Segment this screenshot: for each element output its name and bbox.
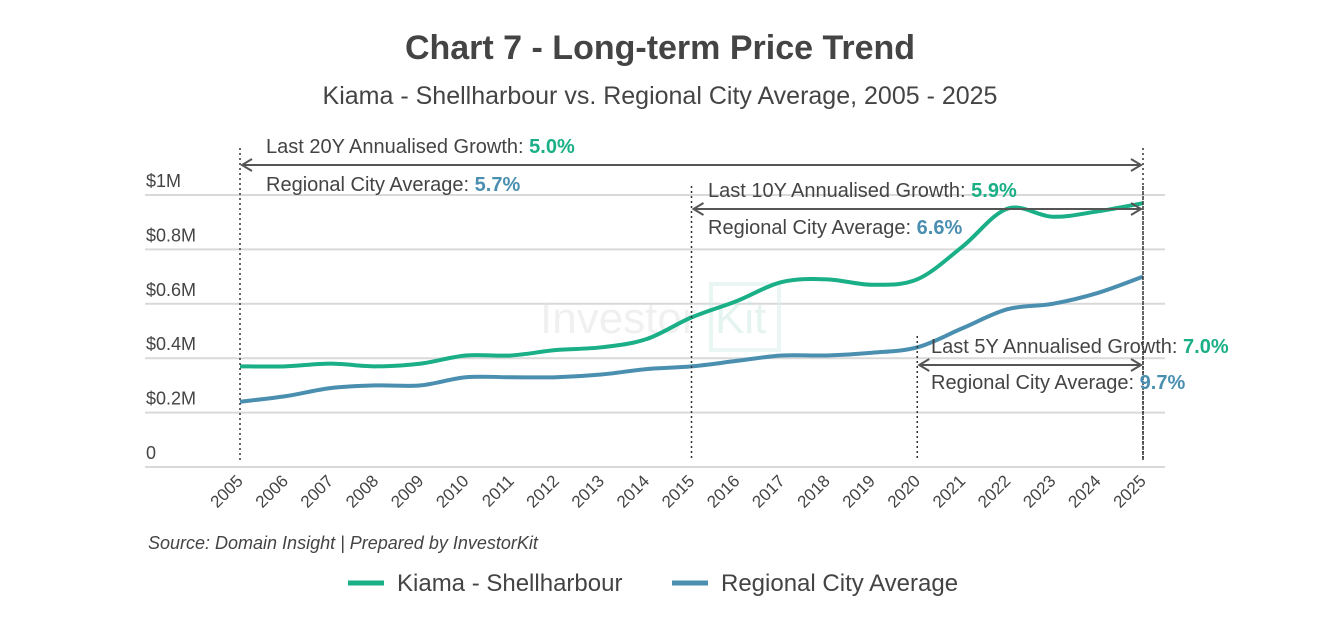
average-label: Regional City Average: (266, 174, 475, 196)
x-tick-label: 2017 (748, 471, 788, 511)
x-tick-label: 2012 (523, 471, 563, 511)
growth-label: Last 10Y Annualised Growth: (708, 180, 971, 202)
x-tick-label: 2021 (929, 471, 969, 511)
average-label: Regional City Average: (931, 372, 1140, 394)
x-tick-label: 2023 (1019, 471, 1059, 511)
chart-subtitle: Kiama - Shellharbour vs. Regional City A… (323, 82, 998, 110)
x-tick-label: 2022 (974, 471, 1014, 511)
x-tick-label: 2020 (884, 471, 924, 511)
average-value: 9.7% (1140, 372, 1186, 394)
watermark: Investor Kit (540, 282, 781, 352)
x-tick-label: 2007 (297, 471, 337, 511)
growth-value: 5.0% (529, 136, 575, 158)
arrow-head-right (1130, 158, 1143, 172)
average-annotation: Regional City Average: 5.7% (266, 174, 520, 196)
average-annotation: Regional City Average: 9.7% (931, 372, 1185, 394)
growth-value: 5.9% (971, 180, 1017, 202)
y-tick-label: $0.6M (146, 280, 196, 300)
arrow-head-left (917, 358, 930, 372)
arrow-head-left (691, 202, 705, 216)
average-value: 6.6% (917, 217, 963, 239)
x-tick-label: 2019 (839, 471, 879, 511)
growth-label: Last 20Y Annualised Growth: (266, 136, 529, 158)
x-tick-label: 2011 (478, 471, 517, 510)
arrow-head-right (1130, 202, 1143, 216)
chart-title: Chart 7 - Long-term Price Trend (405, 29, 915, 67)
legend-label-regional: Regional City Average (721, 570, 958, 597)
x-tick-label: 2013 (568, 471, 608, 511)
x-tick-label: 2016 (703, 471, 743, 511)
growth-annotation: Last 10Y Annualised Growth: 5.9% (708, 180, 1017, 202)
source-note: Source: Domain Insight | Prepared by Inv… (148, 533, 539, 553)
growth-label: Last 5Y Annualised Growth: (931, 336, 1183, 358)
y-tick-label: $0.2M (146, 389, 196, 409)
x-tick-label: 2014 (613, 471, 653, 511)
x-tick-label: 2005 (207, 471, 247, 511)
arrow-head-left (240, 158, 253, 172)
legend: Kiama - Shellharbour Regional City Avera… (348, 570, 958, 597)
x-tick-label: 2006 (252, 471, 292, 511)
growth-value: 7.0% (1183, 336, 1229, 358)
x-tick-label: 2025 (1110, 471, 1150, 511)
average-label: Regional City Average: (708, 217, 917, 239)
svg-text:Investor: Investor (540, 294, 697, 343)
y-tick-label: $1M (146, 171, 181, 191)
x-tick-label: 2024 (1064, 471, 1104, 511)
average-value: 5.7% (475, 174, 521, 196)
growth-annotation: Last 20Y Annualised Growth: 5.0% (266, 136, 575, 158)
y-tick-label: 0 (146, 443, 156, 463)
x-tick-label: 2009 (387, 471, 427, 511)
arrow-head-right (1130, 358, 1143, 372)
x-tick-label: 2008 (342, 471, 382, 511)
y-tick-label: $0.8M (146, 225, 196, 245)
x-tick-label: 2015 (658, 471, 698, 511)
average-annotation: Regional City Average: 6.6% (708, 217, 962, 239)
svg-text:Kit: Kit (715, 294, 766, 343)
y-tick-label: $0.4M (146, 334, 196, 354)
x-tick-label: 2010 (432, 471, 472, 511)
growth-annotation: Last 5Y Annualised Growth: 7.0% (931, 336, 1229, 358)
legend-label-kiama: Kiama - Shellharbour (397, 570, 622, 597)
x-tick-label: 2018 (794, 471, 834, 511)
